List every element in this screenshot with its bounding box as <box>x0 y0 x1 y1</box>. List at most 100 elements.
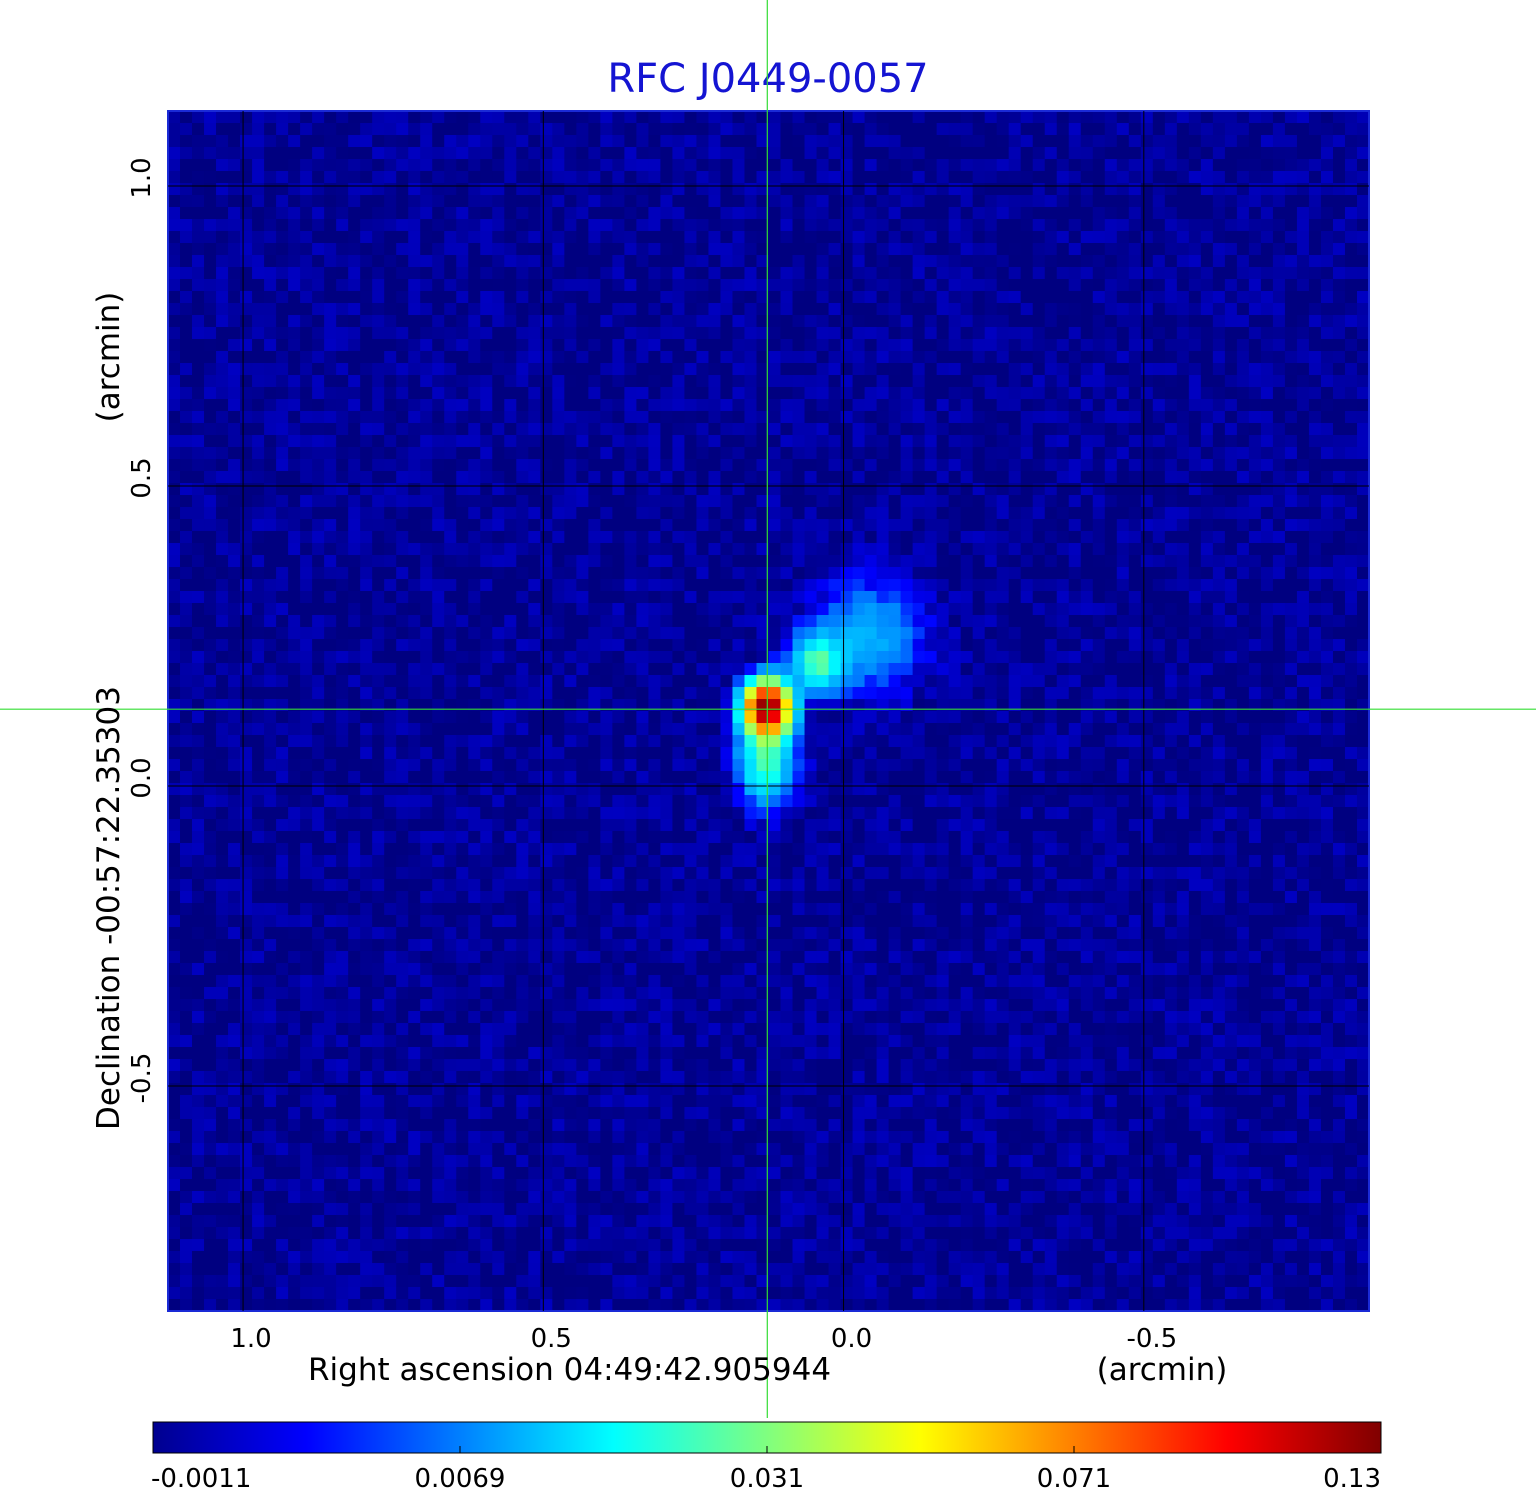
heatmap-cell <box>372 159 385 172</box>
heatmap-cell <box>1308 399 1322 412</box>
heatmap-cell <box>252 339 265 352</box>
heatmap-cell <box>780 555 794 568</box>
heatmap-cell <box>1128 627 1142 640</box>
heatmap-cell <box>1176 555 1190 568</box>
heatmap-cell <box>324 219 337 232</box>
heatmap-cell <box>252 447 265 460</box>
heatmap-cell <box>252 399 265 412</box>
heatmap-cell <box>1296 651 1310 664</box>
heatmap-cell <box>744 135 758 148</box>
heatmap-cell <box>420 387 433 400</box>
heatmap-cell <box>936 183 950 196</box>
heatmap-cell <box>720 111 734 124</box>
heatmap-cell <box>948 423 962 436</box>
heatmap-cell <box>168 663 181 676</box>
heatmap-cell <box>504 651 517 664</box>
heatmap-cell <box>336 123 349 136</box>
heatmap-cell <box>732 591 746 604</box>
heatmap-cell <box>1212 111 1226 124</box>
heatmap-cell <box>1296 315 1310 328</box>
heatmap-cell <box>1212 123 1226 136</box>
heatmap-cell <box>396 639 409 652</box>
heatmap-cell <box>948 171 962 184</box>
heatmap-cell <box>1224 339 1238 352</box>
heatmap-cell <box>1284 555 1298 568</box>
heatmap-cell <box>588 111 601 124</box>
heatmap-cell <box>936 423 950 436</box>
heatmap-cell <box>564 519 577 532</box>
heatmap-cell <box>1272 399 1286 412</box>
heatmap-cell <box>828 171 842 184</box>
heatmap-cell <box>348 135 361 148</box>
heatmap-cell <box>864 603 878 616</box>
heatmap-cell <box>732 519 746 532</box>
heatmap-cell <box>1212 327 1226 340</box>
heatmap-cell <box>1356 171 1370 184</box>
heatmap-cell <box>516 591 529 604</box>
heatmap-cell <box>1092 543 1106 556</box>
heatmap-cell <box>756 519 770 532</box>
heatmap-cell <box>588 219 601 232</box>
heatmap-cell <box>372 579 385 592</box>
heatmap-cell <box>420 435 433 448</box>
heatmap-cell <box>396 687 409 700</box>
heatmap-cell <box>1020 651 1034 664</box>
heatmap-cell <box>624 279 637 292</box>
heatmap-cell <box>216 567 229 580</box>
heatmap-cell <box>312 615 325 628</box>
heatmap-cell <box>276 651 289 664</box>
heatmap-cell <box>1020 171 1034 184</box>
heatmap-cell <box>552 147 565 160</box>
heatmap-cell <box>876 483 890 496</box>
heatmap-cell <box>204 495 217 508</box>
heatmap-cell <box>576 471 589 484</box>
heatmap-cell <box>228 255 241 268</box>
heatmap-cell <box>276 663 289 676</box>
heatmap-cell <box>924 399 938 412</box>
heatmap-cell <box>372 123 385 136</box>
heatmap-cell <box>732 447 746 460</box>
heatmap-cell <box>1188 627 1202 640</box>
heatmap-cell <box>336 675 349 688</box>
heatmap-cell <box>1020 255 1034 268</box>
heatmap-cell <box>168 255 181 268</box>
heatmap-cell <box>972 267 986 280</box>
heatmap-cell <box>408 627 421 640</box>
heatmap-cell <box>684 519 698 532</box>
heatmap-cell <box>840 615 854 628</box>
heatmap-cell <box>1152 147 1166 160</box>
heatmap-cell <box>384 531 397 544</box>
heatmap-cell <box>900 543 914 556</box>
heatmap-cell <box>204 555 217 568</box>
heatmap-cell <box>708 327 722 340</box>
heatmap-cell <box>1092 243 1106 256</box>
heatmap-cell <box>384 603 397 616</box>
heatmap-cell <box>1320 423 1334 436</box>
heatmap-cell <box>552 159 565 172</box>
heatmap-cell <box>576 519 589 532</box>
heatmap-cell <box>228 627 241 640</box>
heatmap-cell <box>1188 399 1202 412</box>
heatmap-cell <box>1284 207 1298 220</box>
heatmap-cell <box>1224 327 1238 340</box>
heatmap-cell <box>924 111 938 124</box>
heatmap-cell <box>1332 687 1346 700</box>
heatmap-cell <box>312 555 325 568</box>
heatmap-cell <box>600 387 613 400</box>
heatmap-cell <box>1248 483 1262 496</box>
heatmap-cell <box>468 375 481 388</box>
heatmap-cell <box>1260 531 1274 544</box>
heatmap-cell <box>768 423 782 436</box>
heatmap-cell <box>1044 147 1058 160</box>
heatmap-cell <box>840 459 854 472</box>
heatmap-cell <box>336 567 349 580</box>
heatmap-cell <box>672 435 686 448</box>
heatmap-cell <box>1224 435 1238 448</box>
heatmap-cell <box>1248 171 1262 184</box>
heatmap-cell <box>168 291 181 304</box>
heatmap-cell <box>372 591 385 604</box>
heatmap-cell <box>264 123 277 136</box>
heatmap-cell <box>672 471 686 484</box>
heatmap-cell <box>1104 219 1118 232</box>
heatmap-cell <box>1344 195 1358 208</box>
